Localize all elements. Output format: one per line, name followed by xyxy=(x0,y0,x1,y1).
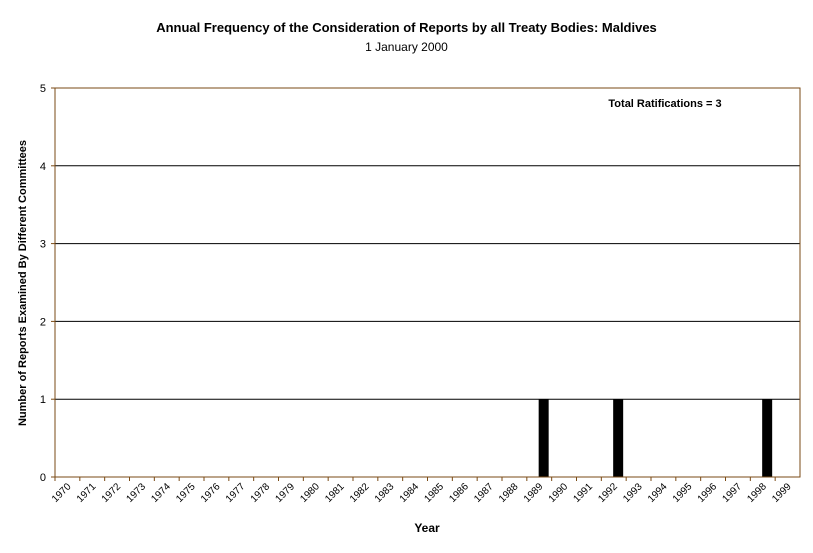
y-tick-label: 0 xyxy=(40,472,46,484)
y-tick-label: 1 xyxy=(40,394,46,406)
x-tick-label: 1999 xyxy=(770,481,794,505)
x-tick-label: 1989 xyxy=(522,481,546,505)
x-tick-label: 1973 xyxy=(125,481,149,505)
x-tick-label: 1982 xyxy=(348,481,372,505)
x-tick-label: 1977 xyxy=(224,481,248,505)
x-tick-label: 1998 xyxy=(745,481,769,505)
y-tick-label: 5 xyxy=(40,83,46,95)
x-tick-label: 1970 xyxy=(50,481,74,505)
x-tick-label: 1992 xyxy=(596,481,620,505)
gridlines xyxy=(55,165,800,400)
x-tick-label: 1979 xyxy=(274,481,298,505)
x-tick-label: 1972 xyxy=(100,481,124,505)
x-tick-label: 1981 xyxy=(323,481,347,505)
x-tick-label: 1974 xyxy=(149,481,173,505)
x-tick-label: 1980 xyxy=(298,481,322,505)
chart-title: Annual Frequency of the Consideration of… xyxy=(156,20,657,35)
bar-1998 xyxy=(762,399,773,477)
axes xyxy=(51,87,801,481)
y-axis-label: Number of Reports Examined By Different … xyxy=(17,140,29,426)
x-tick-label: 1993 xyxy=(621,481,645,505)
bar-1992 xyxy=(613,399,624,477)
total-ratifications-annotation: Total Ratifications = 3 xyxy=(608,98,721,110)
chart-subtitle: 1 January 2000 xyxy=(365,40,448,54)
x-tick-label: 1994 xyxy=(646,481,670,505)
y-tick-label: 4 xyxy=(40,161,46,173)
x-tick-label: 1987 xyxy=(472,481,496,505)
plot-frame xyxy=(54,87,801,478)
x-tick-label: 1975 xyxy=(174,481,198,505)
y-tick-label: 3 xyxy=(40,239,46,251)
x-tick-label: 1978 xyxy=(249,481,273,505)
x-tick-label: 1991 xyxy=(572,481,596,505)
x-tick-label: 1976 xyxy=(199,481,223,505)
x-tick-label: 1971 xyxy=(75,481,99,505)
x-axis-label: Year xyxy=(414,521,440,535)
x-tick-label: 1988 xyxy=(497,481,521,505)
y-tick-label: 2 xyxy=(40,316,46,328)
x-tick-label: 1983 xyxy=(373,481,397,505)
x-tick-label: 1990 xyxy=(547,481,571,505)
x-tick-label: 1985 xyxy=(423,481,447,505)
x-tick-label: 1996 xyxy=(696,481,720,505)
x-tick-label: 1997 xyxy=(721,481,745,505)
bars xyxy=(538,399,773,477)
x-tick-label: 1995 xyxy=(671,481,695,505)
x-tick-label: 1984 xyxy=(398,481,422,505)
x-tick-label: 1986 xyxy=(447,481,471,505)
bar-1989 xyxy=(538,399,549,477)
